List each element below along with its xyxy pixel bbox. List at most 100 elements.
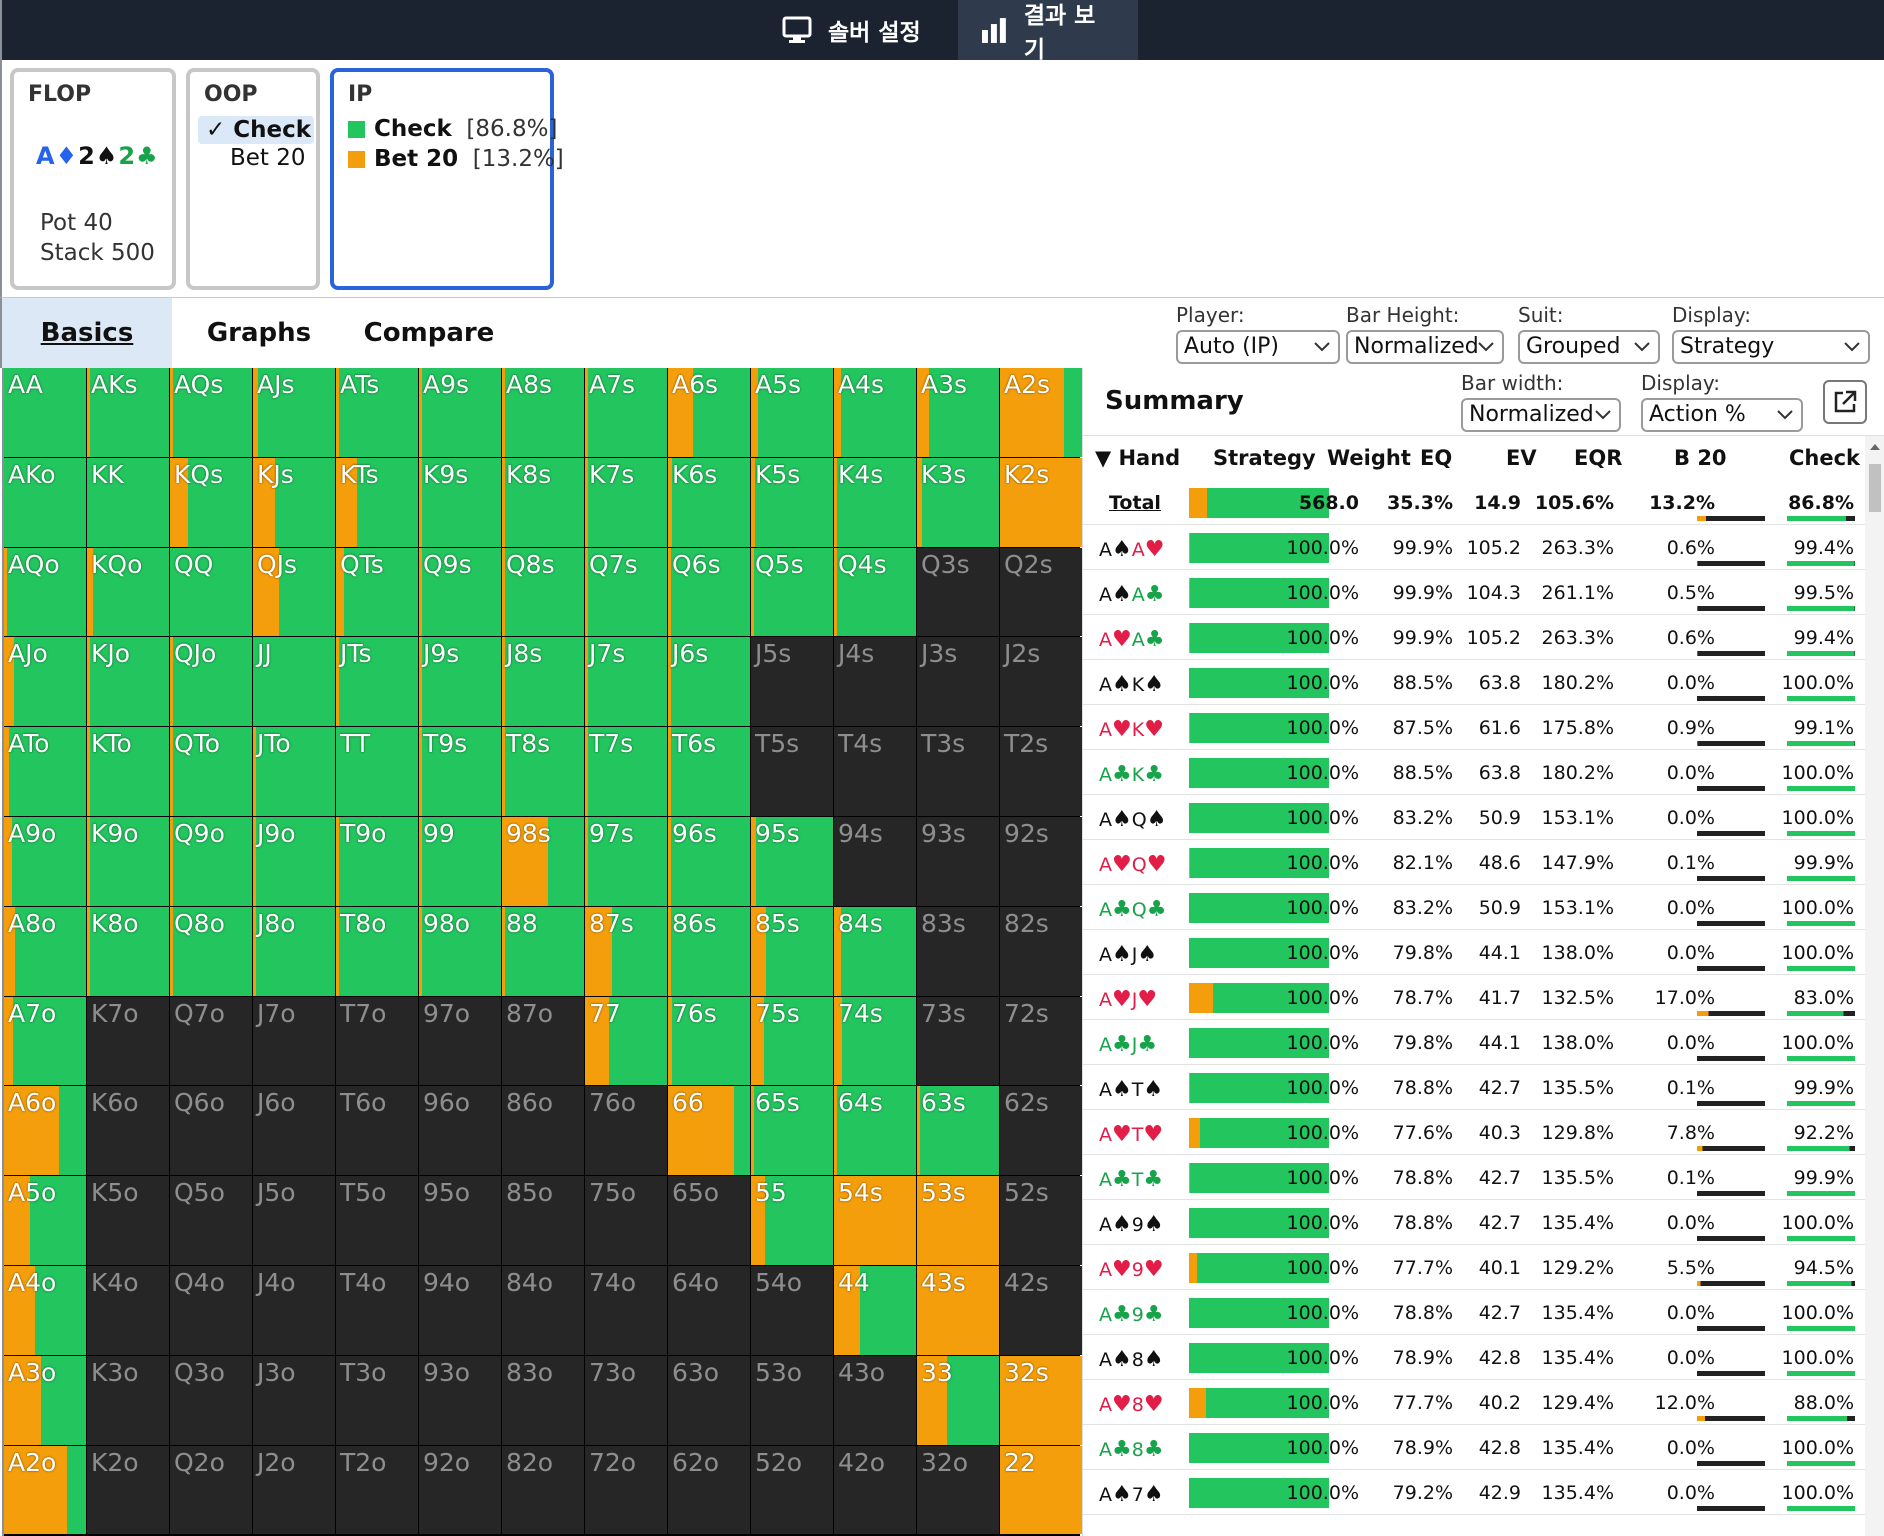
hand-cell-J9s[interactable]: J9s <box>419 637 501 727</box>
hand-cell-T5s[interactable]: T5s <box>751 727 833 816</box>
summary-row[interactable]: A♥A♣ 100.0% 99.9% 105.2 263.3% 0.6% 99.4% <box>1083 615 1865 660</box>
hand-cell-82s[interactable]: 82s <box>1000 906 1082 996</box>
col-eqr[interactable]: EQR <box>1574 446 1623 470</box>
hand-cell-73o[interactable]: 73o <box>585 1355 667 1445</box>
hand-cell-KJs[interactable]: KJs <box>253 457 335 547</box>
hand-cell-63s[interactable]: 63s <box>917 1086 999 1176</box>
hand-cell-94o[interactable]: 94o <box>419 1266 501 1355</box>
hand-cell-Q9o[interactable]: Q9o <box>170 817 252 906</box>
summary-total-row[interactable]: Total 568.0 35.3% 14.9 105.6% 13.2% 86.8% <box>1083 480 1865 525</box>
hand-cell-K4s[interactable]: K4s <box>834 457 916 547</box>
hand-cell-64s[interactable]: 64s <box>834 1086 916 1176</box>
hand-cell-TT[interactable]: TT <box>336 727 418 816</box>
hand-cell-74o[interactable]: 74o <box>585 1266 667 1355</box>
hand-cell-K2o[interactable]: K2o <box>87 1445 169 1535</box>
hand-cell-Q9s[interactable]: Q9s <box>419 547 501 637</box>
summary-row[interactable]: A♣9♣ 100.0% 78.8% 42.7 135.4% 0.0% 100.0% <box>1083 1290 1865 1335</box>
summary-row[interactable]: A♣8♣ 100.0% 78.9% 42.8 135.4% 0.0% 100.0% <box>1083 1425 1865 1470</box>
summary-row[interactable]: A♠7♠ 100.0% 79.2% 42.9 135.4% 0.0% 100.0% <box>1083 1470 1865 1515</box>
hand-cell-J5o[interactable]: J5o <box>253 1176 335 1265</box>
bar-height-select[interactable]: Normalized <box>1346 330 1504 364</box>
hand-cell-88[interactable]: 88 <box>502 906 584 996</box>
hand-cell-A3o[interactable]: A3o <box>4 1355 86 1445</box>
hand-cell-52o[interactable]: 52o <box>751 1445 833 1535</box>
hand-cell-86s[interactable]: 86s <box>668 906 750 996</box>
hand-cell-A4o[interactable]: A4o <box>4 1266 86 1355</box>
col-check[interactable]: Check <box>1789 446 1861 470</box>
hand-cell-97s[interactable]: 97s <box>585 817 667 906</box>
tab-compare[interactable]: Compare <box>363 318 495 348</box>
bar-width-select[interactable]: Normalized <box>1461 398 1621 432</box>
hand-cell-J3s[interactable]: J3s <box>917 637 999 727</box>
hand-cell-85s[interactable]: 85s <box>751 906 833 996</box>
hand-cell-77[interactable]: 77 <box>585 996 667 1086</box>
hand-cell-84s[interactable]: 84s <box>834 906 916 996</box>
hand-cell-98o[interactable]: 98o <box>419 906 501 996</box>
hand-cell-AJo[interactable]: AJo <box>4 637 86 727</box>
hand-cell-QJo[interactable]: QJo <box>170 637 252 727</box>
summary-row[interactable]: A♠9♠ 100.0% 78.8% 42.7 135.4% 0.0% 100.0% <box>1083 1200 1865 1245</box>
hand-cell-AKo[interactable]: AKo <box>4 457 86 547</box>
hand-cell-Q5o[interactable]: Q5o <box>170 1176 252 1265</box>
hand-cell-54s[interactable]: 54s <box>834 1176 916 1265</box>
hand-cell-J7s[interactable]: J7s <box>585 637 667 727</box>
oop-check-option[interactable]: ✓ Check <box>198 116 314 144</box>
hand-cell-K2s[interactable]: K2s <box>1000 457 1082 547</box>
hand-cell-T6s[interactable]: T6s <box>668 727 750 816</box>
hand-cell-T4o[interactable]: T4o <box>336 1266 418 1355</box>
hand-cell-82o[interactable]: 82o <box>502 1445 584 1535</box>
hand-cell-T7o[interactable]: T7o <box>336 996 418 1086</box>
hand-cell-93o[interactable]: 93o <box>419 1355 501 1445</box>
hand-cell-J2s[interactable]: J2s <box>1000 637 1082 727</box>
hand-cell-K7o[interactable]: K7o <box>87 996 169 1086</box>
hand-cell-94s[interactable]: 94s <box>834 817 916 906</box>
hand-cell-43o[interactable]: 43o <box>834 1355 916 1445</box>
summary-row[interactable]: A♠Q♠ 100.0% 83.2% 50.9 153.1% 0.0% 100.0% <box>1083 795 1865 840</box>
hand-cell-86o[interactable]: 86o <box>502 1086 584 1176</box>
hand-cell-83o[interactable]: 83o <box>502 1355 584 1445</box>
hand-cell-J9o[interactable]: J9o <box>253 817 335 906</box>
hand-cell-Q2o[interactable]: Q2o <box>170 1445 252 1535</box>
flop-panel[interactable]: FLOP A♦2♠2♣ Pot 40 Stack 500 <box>10 68 176 290</box>
ip-panel[interactable]: IP Check [86.8%] Bet 20 [13.2%] <box>330 68 564 290</box>
hand-cell-42o[interactable]: 42o <box>834 1445 916 1535</box>
hand-cell-65o[interactable]: 65o <box>668 1176 750 1265</box>
hand-cell-J7o[interactable]: J7o <box>253 996 335 1086</box>
hand-cell-83s[interactable]: 83s <box>917 906 999 996</box>
hand-cell-75o[interactable]: 75o <box>585 1176 667 1265</box>
hand-cell-J3o[interactable]: J3o <box>253 1355 335 1445</box>
hand-cell-A6s[interactable]: A6s <box>668 368 750 457</box>
summary-row[interactable]: A♥9♥ 100.0% 77.7% 40.1 129.2% 5.5% 94.5% <box>1083 1245 1865 1290</box>
hand-cell-84o[interactable]: 84o <box>502 1266 584 1355</box>
tab-graphs[interactable]: Graphs <box>206 318 312 348</box>
ip-check-action[interactable]: Check [86.8%] <box>348 114 557 144</box>
hand-cell-66[interactable]: 66 <box>668 1086 750 1176</box>
hand-cell-AJs[interactable]: AJs <box>253 368 335 457</box>
hand-cell-K4o[interactable]: K4o <box>87 1266 169 1355</box>
hand-cell-J2o[interactable]: J2o <box>253 1445 335 1535</box>
view-results-tab[interactable]: 결과 보기 <box>958 0 1138 63</box>
summary-row[interactable]: A♠8♠ 100.0% 78.9% 42.8 135.4% 0.0% 100.0% <box>1083 1335 1865 1380</box>
summary-row[interactable]: A♥K♥ 100.0% 87.5% 61.6 175.8% 0.9% 99.1% <box>1083 705 1865 750</box>
hand-cell-T9s[interactable]: T9s <box>419 727 501 816</box>
hand-cell-98s[interactable]: 98s <box>502 817 584 906</box>
hand-cell-Q6o[interactable]: Q6o <box>170 1086 252 1176</box>
hand-cell-92o[interactable]: 92o <box>419 1445 501 1535</box>
hand-cell-A5o[interactable]: A5o <box>4 1176 86 1265</box>
hand-cell-T8s[interactable]: T8s <box>502 727 584 816</box>
hand-cell-A4s[interactable]: A4s <box>834 368 916 457</box>
hand-cell-A2o[interactable]: A2o <box>4 1445 86 1535</box>
summary-row[interactable]: A♠A♥ 100.0% 99.9% 105.2 263.3% 0.6% 99.4% <box>1083 525 1865 570</box>
hand-cell-Q8o[interactable]: Q8o <box>170 906 252 996</box>
hand-cell-KQs[interactable]: KQs <box>170 457 252 547</box>
hand-cell-32s[interactable]: 32s <box>1000 1355 1082 1445</box>
hand-cell-62o[interactable]: 62o <box>668 1445 750 1535</box>
col-strategy[interactable]: Strategy <box>1213 446 1316 470</box>
hand-cell-95s[interactable]: 95s <box>751 817 833 906</box>
hand-cell-95o[interactable]: 95o <box>419 1176 501 1265</box>
hand-cell-KJo[interactable]: KJo <box>87 637 169 727</box>
hand-cell-JTo[interactable]: JTo <box>253 727 335 816</box>
hand-cell-53o[interactable]: 53o <box>751 1355 833 1445</box>
hand-cell-Q3s[interactable]: Q3s <box>917 547 999 637</box>
hand-cell-K8s[interactable]: K8s <box>502 457 584 547</box>
